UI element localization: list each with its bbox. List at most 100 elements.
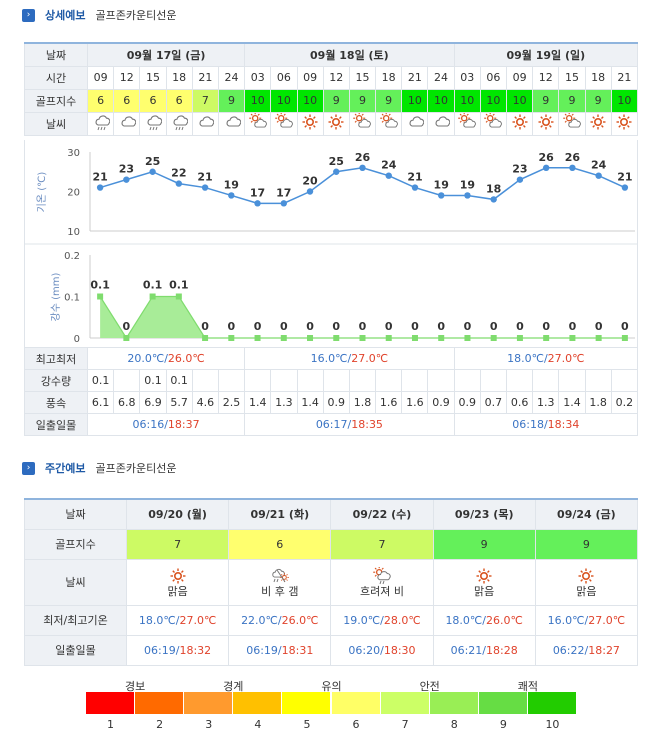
golf-index-legend: 경보 경계 유의 안전 쾌적 1 2 3 4 5 6 7 8 9 10	[86, 678, 577, 733]
rain-point	[464, 335, 471, 341]
weekly-weather-cell: 맑음	[534, 558, 639, 606]
golf-index-cell: 9	[584, 88, 612, 113]
rain-point	[254, 335, 261, 341]
weekly-date-row: 날짜 09/20 (월) 09/21 (화) 09/22 (수) 09/23 (목) 09…	[24, 498, 639, 530]
short-forecast-title: 상세예보	[45, 9, 86, 22]
weekly-weather-cell: 맑음	[125, 558, 230, 606]
wind-cell: 0.9	[453, 391, 481, 414]
precip-cell	[296, 369, 324, 392]
hour-cell: 03	[453, 65, 481, 90]
rain-point	[516, 335, 523, 341]
precip-cell	[191, 369, 219, 392]
wind-row: 풍속 6.1 6.8 6.9 5.7 4.6 2.5 1.4 1.3 1.4 0.9 1.8 1.6 1.…	[24, 391, 639, 414]
hour-cell: 21	[191, 65, 219, 90]
temp-point	[516, 176, 524, 183]
weekly-weather-cell: 비 후 갬	[228, 558, 332, 606]
weather-cell	[532, 111, 560, 136]
weekly-minmax-cell: 16.0℃/27.0℃	[534, 604, 639, 636]
temp-tick-label: 20	[67, 188, 80, 199]
rain-cloud-icon	[92, 113, 110, 134]
rain-tick-label: 0	[74, 334, 80, 345]
legend-swatch	[527, 692, 577, 714]
golf-index-cell: 6	[86, 88, 115, 113]
golf-index-label: 골프지수	[24, 88, 88, 113]
partly-cloudy-icon	[275, 113, 293, 134]
sun-icon	[536, 567, 636, 585]
sunset-time: 18:31	[281, 643, 314, 657]
weekly-date-cell: 09/22 (수)	[330, 498, 434, 530]
golf-index-cell: 10	[479, 88, 508, 113]
wind-cell: 1.3	[270, 391, 298, 414]
weekly-minmax-cell: 18.0℃/27.0℃	[125, 604, 230, 636]
golf-index-cell: 10	[270, 88, 298, 113]
rain-data-label: 0	[516, 320, 524, 333]
golf-index-cell: 7	[191, 88, 219, 113]
legend-number: 4	[254, 718, 262, 731]
weekly-weather-text: 맑음	[474, 584, 495, 598]
weekly-weather-cell: 맑음	[432, 558, 536, 606]
rain-tick-label: 0.2	[64, 251, 80, 262]
sun-cell: 06:18/18:34	[453, 413, 639, 436]
golf-index-cell: 6	[113, 88, 141, 113]
hour-cell: 12	[113, 65, 141, 90]
rain-point	[280, 335, 287, 341]
minmax-cell: 20.0℃/26.0℃	[86, 347, 246, 370]
rain-point	[123, 335, 130, 341]
forecast-charts: 30 20 10 기온 (℃) 21 23 25 22 21 19 17 17 20 25 26 24 21 19…	[25, 148, 637, 345]
temp-data-label: 26	[355, 151, 371, 164]
sunrise-time: 06:22	[552, 643, 585, 657]
golf-index-cell: 10	[610, 88, 639, 113]
legend-number: 7	[401, 718, 409, 731]
partly-cloudy-icon	[484, 113, 503, 134]
minmax-cell: 18.0℃/27.0℃	[453, 347, 639, 370]
temp-data-label: 20	[302, 175, 318, 188]
weekly-sunrise-row: 일출일몰 06:19/18:32 06:19/18:31 06:20/18:30 06:…	[24, 634, 639, 666]
legend-number: 6	[352, 718, 360, 731]
min-temp: 19.0℃	[343, 613, 381, 627]
rain-data-label: 0	[254, 320, 262, 333]
precip-cell	[113, 369, 141, 392]
rain-point	[149, 293, 156, 300]
temp-point	[201, 184, 209, 191]
rain-then-clear-icon	[230, 567, 330, 585]
weekly-weather-text: 맑음	[167, 584, 188, 598]
hour-cell: 12	[532, 65, 560, 90]
wind-cell: 6.1	[86, 391, 115, 414]
weekly-date-cell: 09/24 (금)	[534, 498, 639, 530]
rain-area	[100, 296, 625, 338]
rain-data-label: 0.1	[90, 279, 110, 292]
wind-cell: 2.5	[217, 391, 246, 414]
weekly-golf-cell: 6	[228, 528, 332, 560]
precip-cell	[348, 369, 377, 392]
rain-point	[307, 335, 314, 341]
rain-tick-label: 0.1	[64, 293, 80, 304]
temp-data-label: 25	[329, 155, 344, 168]
weekly-golf-row: 골프지수 7 6 7 9 9	[24, 528, 639, 560]
hour-cell: 09	[505, 65, 534, 90]
precip-cell	[427, 369, 455, 392]
wind-cell: 1.6	[375, 391, 403, 414]
legend-swatch	[478, 692, 528, 714]
legend-swatch	[429, 692, 479, 714]
weekly-forecast-title: 주간예보	[45, 462, 86, 475]
legend-number: 3	[205, 718, 213, 731]
weekly-sun-cell: 06:19/18:31	[228, 634, 332, 666]
weather-row: 날씨	[24, 111, 639, 136]
wind-cell: 1.4	[296, 391, 324, 414]
temp-point	[621, 184, 629, 191]
legend-number: 8	[450, 718, 458, 731]
rain-data-label: 0	[464, 320, 472, 333]
hour-cell: 12	[322, 65, 350, 90]
weather-cell	[165, 111, 193, 136]
rain-data-label: 0	[542, 320, 550, 333]
wind-cell: 4.6	[191, 391, 219, 414]
hour-cell: 21	[610, 65, 639, 90]
charts-panel: 30 20 10 기온 (℃) 21 23 25 22 21 19 17 17 20 25 26 24 21 19…	[24, 140, 638, 347]
hour-cell: 18	[165, 65, 193, 90]
golf-index-cell: 9	[322, 88, 350, 113]
precip-cell	[610, 369, 639, 392]
sun-icon	[511, 113, 529, 134]
rain-data-label: 0	[411, 320, 419, 333]
sun-icon	[615, 113, 633, 134]
legend-swatch	[233, 692, 283, 714]
